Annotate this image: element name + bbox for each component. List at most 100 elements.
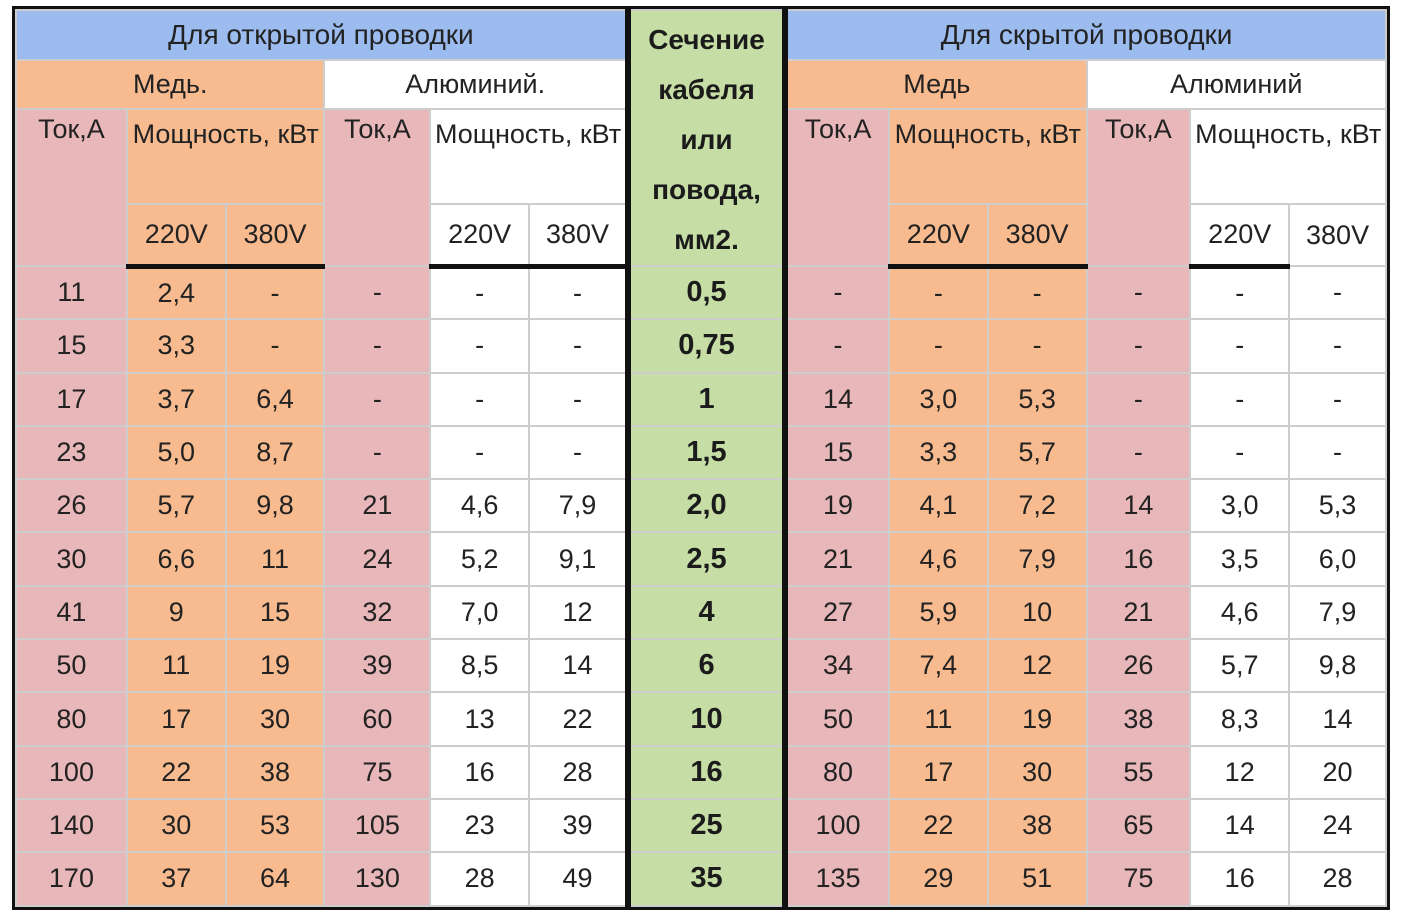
current-copper-hidden-cell: - <box>784 264 890 321</box>
table-row: 41 9 15 32 7,0 12 4 27 5,9 10 21 4,6 7,9 <box>15 584 1387 641</box>
header-copper-hidden: Медь <box>784 59 1088 110</box>
power-380v-copper-open-cell: - <box>224 318 326 374</box>
header-220v-copper-hidden: 220V <box>887 203 989 269</box>
power-380v-copper-hidden-cell: 7,2 <box>986 478 1088 534</box>
current-aluminum-open-cell: - <box>323 424 432 481</box>
cable-section-cell: 35 <box>624 851 789 907</box>
current-aluminum-hidden-cell: - <box>1085 264 1192 321</box>
header-copper-open: Медь. <box>15 59 326 110</box>
power-220v-copper-open-cell: 3,3 <box>125 318 227 374</box>
power-380v-aluminum-open-cell: - <box>528 371 629 427</box>
power-220v-aluminum-open-cell: - <box>429 371 531 427</box>
cable-section-cell: 2,5 <box>624 531 789 587</box>
power-380v-copper-open-cell: 64 <box>224 851 326 907</box>
power-380v-aluminum-open-cell: - <box>528 318 629 374</box>
power-220v-aluminum-open-cell: - <box>429 264 531 321</box>
power-220v-aluminum-open-cell: 16 <box>429 744 531 800</box>
current-aluminum-open-cell: 130 <box>323 851 432 907</box>
current-copper-hidden-cell: 14 <box>784 371 890 427</box>
current-aluminum-hidden-cell: - <box>1085 318 1192 374</box>
current-aluminum-hidden-cell: 21 <box>1085 584 1192 641</box>
power-220v-copper-hidden-cell: 29 <box>887 851 989 907</box>
header-current-copper-hidden: Ток,А <box>784 108 890 267</box>
cable-section-cell: 1 <box>624 371 789 427</box>
power-220v-aluminum-hidden-cell: - <box>1189 424 1291 481</box>
power-380v-copper-open-cell: 38 <box>224 744 326 800</box>
current-copper-open-cell: 80 <box>15 691 128 747</box>
current-copper-open-cell: 23 <box>15 424 128 481</box>
header-power-aluminum-open: Мощность, кВт <box>429 108 629 205</box>
power-380v-aluminum-hidden-cell: 28 <box>1288 851 1387 907</box>
power-220v-copper-open-cell: 17 <box>125 691 227 747</box>
power-220v-aluminum-hidden-cell: 16 <box>1189 851 1291 907</box>
power-380v-aluminum-hidden-cell: 7,9 <box>1288 584 1387 641</box>
power-220v-aluminum-hidden-cell: - <box>1189 371 1291 427</box>
header-power-aluminum-hidden: Мощность, кВт <box>1189 108 1387 205</box>
power-380v-aluminum-hidden-cell: 14 <box>1288 691 1387 747</box>
current-copper-hidden-cell: 34 <box>784 638 890 694</box>
cable-section-cell: 25 <box>624 797 789 854</box>
power-380v-aluminum-hidden-cell: 20 <box>1288 744 1387 800</box>
current-aluminum-open-cell: 75 <box>323 744 432 800</box>
cable-section-cell: 10 <box>624 691 789 747</box>
power-380v-copper-hidden-cell: 5,7 <box>986 424 1088 481</box>
current-copper-open-cell: 17 <box>15 371 128 427</box>
power-380v-aluminum-hidden-cell: 9,8 <box>1288 638 1387 694</box>
power-220v-copper-hidden-cell: - <box>887 318 989 374</box>
power-380v-aluminum-open-cell: - <box>528 424 629 481</box>
power-220v-aluminum-hidden-cell: - <box>1189 318 1291 374</box>
power-380v-copper-hidden-cell: 30 <box>986 744 1088 800</box>
current-aluminum-open-cell: 32 <box>323 584 432 641</box>
table-row: 80 17 30 60 13 22 10 50 11 19 38 8,3 14 <box>15 691 1387 747</box>
power-220v-aluminum-open-cell: 13 <box>429 691 531 747</box>
power-220v-copper-open-cell: 3,7 <box>125 371 227 427</box>
power-380v-copper-hidden-cell: 10 <box>986 584 1088 641</box>
power-220v-copper-hidden-cell: 5,9 <box>887 584 989 641</box>
header-row-quantity: Ток,А Мощность, кВт Ток,А Мощность, кВт … <box>15 108 1387 267</box>
power-220v-aluminum-open-cell: - <box>429 318 531 374</box>
power-220v-copper-open-cell: 9 <box>125 584 227 641</box>
power-380v-aluminum-open-cell: 12 <box>528 584 629 641</box>
current-copper-open-cell: 30 <box>15 531 128 587</box>
header-current-aluminum-open: Ток,А <box>323 108 432 267</box>
power-220v-aluminum-open-cell: 23 <box>429 797 531 854</box>
power-220v-aluminum-open-cell: 5,2 <box>429 531 531 587</box>
power-220v-aluminum-hidden-cell: 3,0 <box>1189 478 1291 534</box>
power-380v-aluminum-hidden-cell: - <box>1288 424 1387 481</box>
power-220v-copper-hidden-cell: 4,1 <box>887 478 989 534</box>
current-copper-open-cell: 50 <box>15 638 128 694</box>
cable-section-cell: 0,75 <box>624 318 789 374</box>
power-380v-copper-hidden-cell: 38 <box>986 797 1088 854</box>
power-380v-copper-open-cell: 11 <box>224 531 326 587</box>
power-380v-copper-hidden-cell: 12 <box>986 638 1088 694</box>
header-220v-copper-open: 220V <box>125 203 227 269</box>
power-220v-aluminum-hidden-cell: - <box>1189 264 1291 321</box>
power-380v-aluminum-open-cell: 22 <box>528 691 629 747</box>
header-section: Сечение кабеля или повода, мм2. <box>624 9 789 267</box>
current-copper-open-cell: 26 <box>15 478 128 534</box>
power-380v-aluminum-open-cell: 49 <box>528 851 629 907</box>
current-copper-open-cell: 11 <box>15 264 128 321</box>
power-380v-copper-hidden-cell: 7,9 <box>986 531 1088 587</box>
cable-section-cell: 1,5 <box>624 424 789 481</box>
cable-section-cell: 2,0 <box>624 478 789 534</box>
power-220v-copper-hidden-cell: 3,3 <box>887 424 989 481</box>
header-row-voltage: 220V 380V 220V 380V 220V 380V 220V 380V <box>16 203 1387 269</box>
power-380v-copper-hidden-cell: 19 <box>986 691 1088 747</box>
power-220v-aluminum-open-cell: 7,0 <box>429 584 531 641</box>
power-380v-aluminum-hidden-cell: - <box>1288 371 1387 427</box>
power-380v-aluminum-open-cell: 14 <box>528 638 629 694</box>
current-copper-hidden-cell: 27 <box>784 584 890 641</box>
current-copper-open-cell: 15 <box>15 318 128 374</box>
power-380v-aluminum-hidden-cell: 5,3 <box>1288 478 1387 534</box>
power-380v-aluminum-hidden-cell: - <box>1288 318 1387 374</box>
power-220v-aluminum-hidden-cell: 12 <box>1189 744 1291 800</box>
power-220v-aluminum-open-cell: - <box>429 424 531 481</box>
current-aluminum-hidden-cell: 65 <box>1085 797 1192 854</box>
power-380v-copper-hidden-cell: - <box>986 318 1088 374</box>
power-220v-copper-hidden-cell: 17 <box>887 744 989 800</box>
cable-section-table: Для открытой проводки Сечение кабеля или… <box>15 9 1387 907</box>
current-copper-hidden-cell: 135 <box>784 851 890 907</box>
power-380v-aluminum-hidden-cell: 6,0 <box>1288 531 1387 587</box>
power-380v-aluminum-open-cell: 9,1 <box>528 531 629 587</box>
